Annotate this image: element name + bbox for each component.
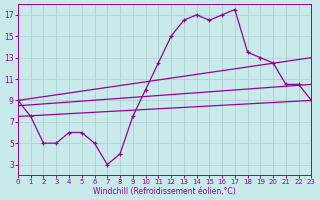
- X-axis label: Windchill (Refroidissement éolien,°C): Windchill (Refroidissement éolien,°C): [93, 187, 236, 196]
